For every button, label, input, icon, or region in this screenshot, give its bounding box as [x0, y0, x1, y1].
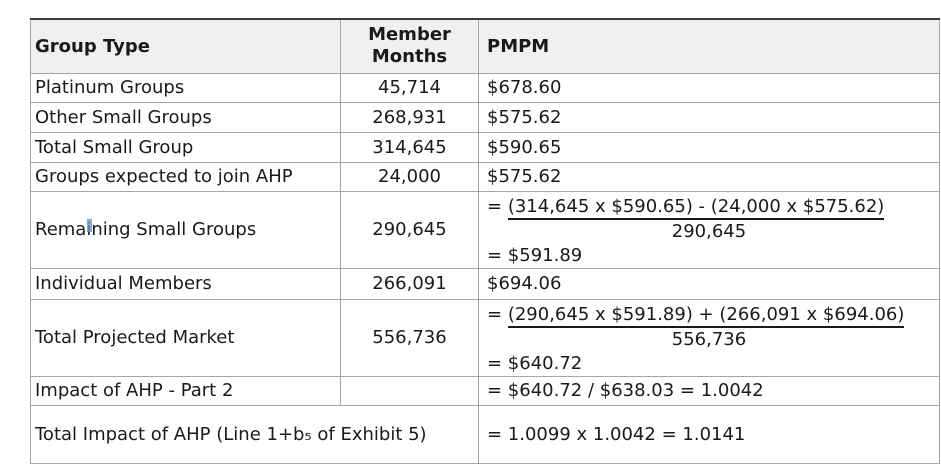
pmpm-exhibit-table: Group Type Member Months PMPM Platinum G… [30, 18, 940, 464]
member-months-cell: 556,736 [340, 298, 479, 377]
table-row: Impact of AHP - Part 2 = $640.72 / $638.… [30, 375, 940, 406]
column-header-member-months: Member Months [340, 18, 479, 74]
formula-numerator-line: = (290,645 x $591.89) + (266,091 x $694.… [487, 303, 931, 328]
formula-equals: = [487, 303, 503, 325]
pmpm-formula-cell: = (314,645 x $590.65) - (24,000 x $575.6… [478, 190, 940, 269]
formula-numerator: (314,645 x $590.65) - (24,000 x $575.62) [507, 196, 885, 220]
group-type-cell: Total Projected Market [30, 298, 341, 377]
group-type-merged-cell: Total Impact of AHP (Line 1+b₅ of Exhibi… [30, 404, 479, 464]
formula-denominator: 290,645 [671, 220, 747, 242]
group-type-cell: Groups expected to join AHP [30, 161, 341, 192]
table-row: Groups expected to join AHP 24,000 $575.… [30, 161, 940, 192]
member-months-cell: 290,645 [340, 190, 479, 269]
group-type-cell: Total Small Group [30, 131, 341, 163]
table-row: Total Small Group 314,645 $590.65 [30, 131, 940, 163]
pmpm-cell: = $640.72 / $638.03 = 1.0042 [478, 375, 940, 406]
member-months-cell [340, 375, 479, 406]
table-row: Platinum Groups 45,714 $678.60 [30, 72, 940, 103]
pmpm-cell: $575.62 [478, 161, 940, 192]
member-months-cell: 24,000 [340, 161, 479, 192]
member-months-cell: 268,931 [340, 101, 479, 133]
member-months-cell: 314,645 [340, 131, 479, 163]
group-type-cell: Other Small Groups [30, 101, 341, 133]
pmpm-formula-cell: = (290,645 x $591.89) + (266,091 x $694.… [478, 298, 940, 377]
table-row: Individual Members 266,091 $694.06 [30, 267, 940, 300]
pmpm-cell: $678.60 [478, 72, 940, 103]
pmpm-cell: = 1.0099 x 1.0042 = 1.0141 [478, 404, 940, 464]
pmpm-cell: $575.62 [478, 101, 940, 133]
header-row: Group Type Member Months PMPM [30, 18, 940, 74]
group-type-cell: Platinum Groups [30, 72, 341, 103]
table-row: Other Small Groups 268,931 $575.62 [30, 101, 940, 133]
table-row-total: Total Impact of AHP (Line 1+b₅ of Exhibi… [30, 404, 940, 464]
column-header-group-type: Group Type [30, 18, 341, 74]
formula-numerator-line: = (314,645 x $590.65) - (24,000 x $575.6… [487, 195, 931, 220]
formula-denominator: 556,736 [671, 328, 747, 350]
table-row: Remaining Small Groups 290,645 = (314,64… [30, 190, 940, 269]
member-months-cell: 266,091 [340, 267, 479, 300]
group-type-cell: Remaining Small Groups [30, 190, 341, 269]
member-months-cell: 45,714 [340, 72, 479, 103]
pmpm-cell: $590.65 [478, 131, 940, 163]
formula-equals: = [487, 195, 503, 217]
formula-numerator: (290,645 x $591.89) + (266,091 x $694.06… [507, 304, 905, 328]
group-type-cell: Impact of AHP - Part 2 [30, 375, 341, 406]
formula-result: = $640.72 [487, 352, 583, 374]
formula-result: = $591.89 [487, 244, 583, 266]
table-row: Total Projected Market 556,736 = (290,64… [30, 298, 940, 377]
group-type-cell: Individual Members [30, 267, 341, 300]
column-header-pmpm: PMPM [478, 18, 940, 74]
pmpm-cell: $694.06 [478, 267, 940, 300]
